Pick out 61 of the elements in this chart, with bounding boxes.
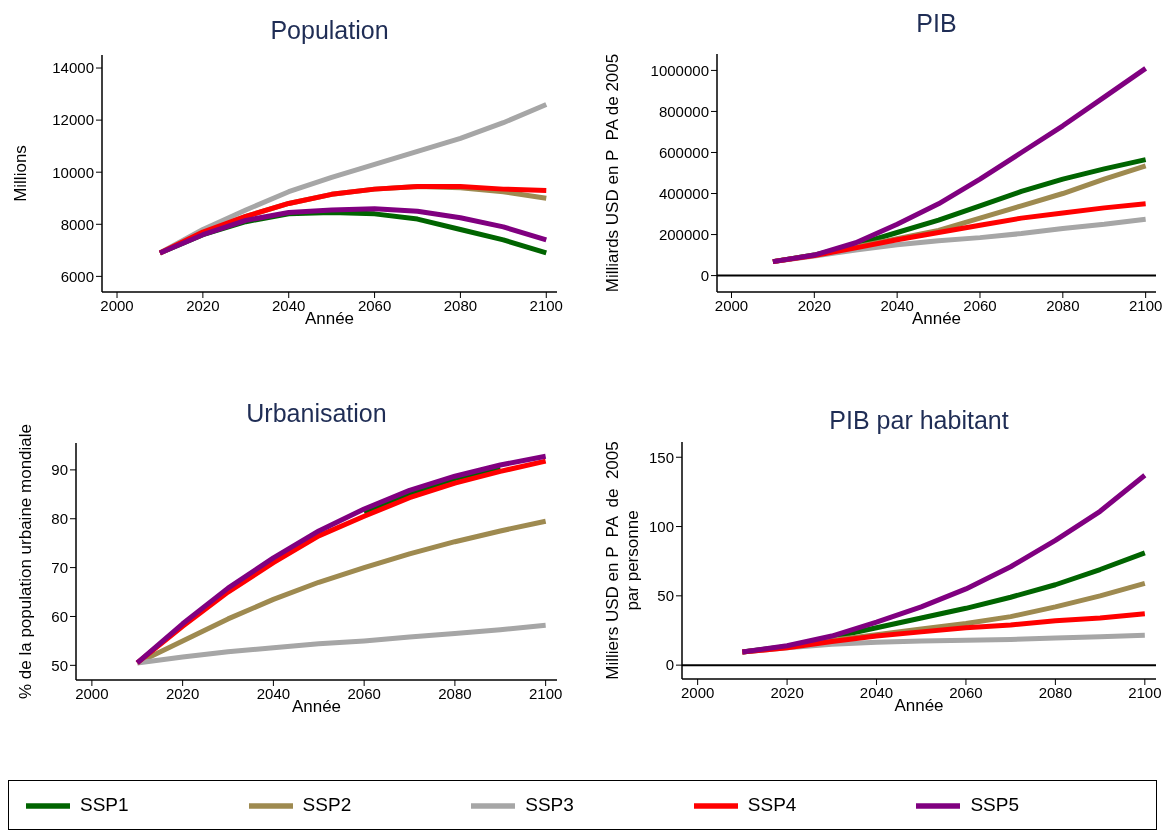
chart-title: Urbanisation <box>245 399 388 428</box>
x-tick-label: 2100 <box>1128 296 1163 314</box>
x-axis-title: Année <box>291 697 342 716</box>
y-tick-label: 150 <box>648 448 674 466</box>
chart-title: PIB par habitant <box>828 406 1010 435</box>
x-axis-title: Année <box>911 309 962 328</box>
x-tick-label: 2100 <box>1128 683 1162 701</box>
x-tick-label: 2000 <box>75 684 109 702</box>
x-tick-label: 2060 <box>949 683 983 701</box>
y-tick-label: 400000 <box>658 184 709 202</box>
y-axis-title: Milliers USD en P PA de 2005 par personne <box>602 441 642 680</box>
y-tick-label: 90 <box>51 461 68 479</box>
y-tick-label: 0 <box>665 656 674 674</box>
y-tick-label: 50 <box>657 587 674 605</box>
y-tick-label: 200000 <box>658 225 709 243</box>
x-tick-label: 2080 <box>438 684 472 702</box>
y-tick-label: 600000 <box>658 143 709 161</box>
x-axis-title: Année <box>894 696 944 715</box>
x-tick-label: 2020 <box>165 684 200 702</box>
y-tick-label: 12000 <box>52 111 94 129</box>
x-tick-label: 2040 <box>880 296 914 314</box>
y-tick-label: 14000 <box>52 59 94 77</box>
y-tick-label: 800000 <box>658 102 709 120</box>
x-tick-label: 2040 <box>272 296 306 314</box>
y-tick-label: 0 <box>700 266 709 284</box>
legend-label: SSP5 <box>970 794 1019 815</box>
y-tick-label: 70 <box>51 558 68 576</box>
x-tick-label: 2080 <box>1038 683 1073 701</box>
x-tick-label: 2040 <box>256 684 291 702</box>
x-tick-label: 2080 <box>443 296 478 314</box>
y-tick-label: 80 <box>51 510 68 528</box>
chart-title: PIB <box>915 9 958 38</box>
y-tick-label: 1000000 <box>650 61 709 79</box>
x-tick-label: 2060 <box>347 684 381 702</box>
x-tick-label: 2020 <box>797 296 832 314</box>
y-axis-title: Millions <box>10 145 30 202</box>
x-tick-label: 2040 <box>859 683 894 701</box>
y-axis-title: % de la population urbaine mondiale <box>15 423 35 700</box>
y-axis-title: Milliards USD en P PA de 2005 <box>602 53 622 293</box>
y-tick-label: 60 <box>51 607 68 625</box>
x-tick-label: 2000 <box>714 296 749 314</box>
x-tick-label: 2060 <box>357 296 392 314</box>
x-tick-label: 2080 <box>1046 296 1080 314</box>
y-tick-label: 6000 <box>60 267 94 285</box>
x-tick-label: 2100 <box>529 296 563 314</box>
y-tick-label: 10000 <box>52 163 94 181</box>
y-tick-label: 8000 <box>60 215 94 233</box>
legend-label: SSP3 <box>525 794 574 815</box>
x-tick-label: 2000 <box>100 296 134 314</box>
x-tick-label: 2000 <box>680 683 715 701</box>
legend-label: SSP1 <box>80 794 129 815</box>
x-tick-label: 2020 <box>770 683 804 701</box>
y-tick-label: 100 <box>648 517 674 535</box>
legend-label: SSP2 <box>302 794 352 815</box>
x-tick-label: 2100 <box>528 684 563 702</box>
y-tick-label: 50 <box>51 656 68 674</box>
x-axis-title: Année <box>304 309 355 328</box>
x-tick-label: 2020 <box>186 296 220 314</box>
chart-title: Population <box>269 16 390 45</box>
x-tick-label: 2060 <box>963 296 997 314</box>
legend-label: SSP4 <box>747 794 797 815</box>
